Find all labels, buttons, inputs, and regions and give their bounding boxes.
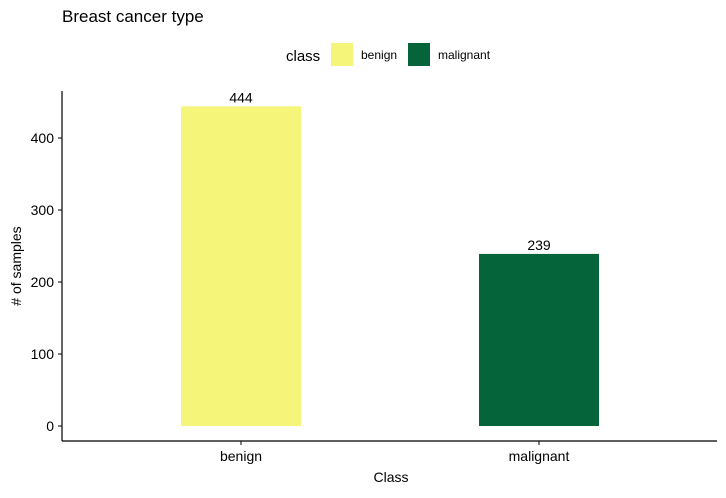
data-label-malignant: 239 (527, 237, 551, 253)
legend: class benign malignant (286, 43, 491, 66)
legend-key-benign (331, 43, 353, 66)
legend-key-malignant (408, 43, 430, 66)
y-axis-title: # of samples (8, 226, 24, 305)
plot-area: 0 100 200 300 400 444 benign 239 malignant (31, 89, 717, 464)
chart-title: Breast cancer type (62, 7, 204, 26)
bar-malignant (479, 253, 599, 426)
x-tick-label-benign: benign (220, 448, 262, 464)
bar-benign (181, 106, 301, 426)
legend-label-malignant: malignant (438, 48, 491, 62)
y-tick-label: 0 (46, 418, 54, 434)
legend-label-benign: benign (361, 48, 397, 62)
x-axis-title: Class (373, 469, 408, 485)
x-tick-label-malignant: malignant (509, 448, 570, 464)
legend-title: class (286, 48, 320, 65)
data-label-benign: 444 (229, 89, 253, 105)
y-tick-label: 400 (31, 130, 55, 146)
y-tick-label: 300 (31, 202, 55, 218)
y-tick-label: 100 (31, 346, 55, 362)
y-tick-label: 200 (31, 274, 55, 290)
